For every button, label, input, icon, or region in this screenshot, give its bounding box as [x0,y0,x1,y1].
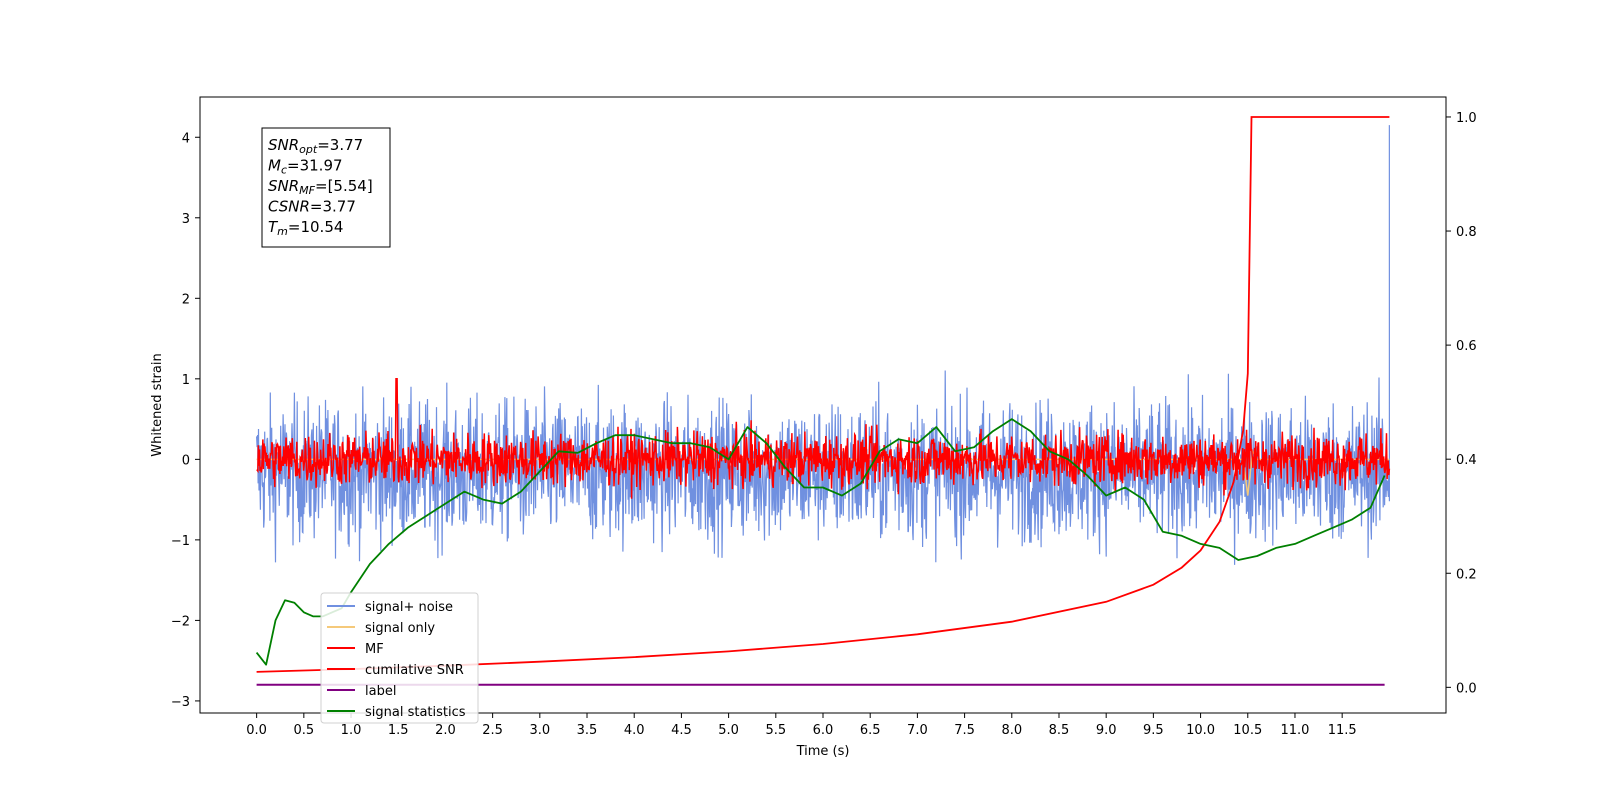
annotation-box: SNRopt=3.77Mc=31.97SNRMF=[5.54]CSNR=3.77… [261,127,391,248]
legend-label: signal only [365,621,435,636]
legend-label: MF [365,642,384,657]
x-tick-label: 9.5 [1143,723,1164,738]
y-tick-label: −2 [171,614,190,629]
x-tick-label: 1.5 [388,723,409,738]
y2-tick-label: 0.2 [1456,567,1477,582]
y-tick-label: −3 [171,695,190,710]
y2-tick-label: 1.0 [1456,111,1477,126]
y-tick-label: 3 [182,212,190,227]
x-tick-label: 2.0 [435,723,456,738]
x-tick-label: 11.0 [1280,723,1309,738]
x-tick-label: 0.5 [293,723,314,738]
y2-tick-label: 0.0 [1456,681,1477,696]
x-tick-label: 8.5 [1049,723,1070,738]
y-tick-label: 2 [182,292,190,307]
x-tick-label: 8.0 [1001,723,1022,738]
annotation-line: Mc=31.97 [268,157,343,177]
x-tick-label: 7.5 [954,723,975,738]
y-tick-label: 1 [182,373,190,388]
y-tick-label: −1 [171,534,190,549]
series-cumulative-snr [256,116,1390,673]
annotation-line: Tm=10.54 [268,218,343,238]
x-tick-label: 3.0 [529,723,550,738]
x-tick-label: 3.5 [577,723,598,738]
series-mf [256,378,1391,499]
x-tick-label: 10.0 [1186,723,1215,738]
annotation-line: SNRMF=[5.54] [268,177,373,197]
tick-layer: 0.0 0.5 1.0 1.5 2.0 2.5 3.0 3.5 4.0 4.5 5.0 5.5 6.0 6… [171,111,1477,738]
x-tick-label: 6.5 [860,723,881,738]
y2-tick-label: 0.8 [1456,225,1477,240]
legend: signal+ noise signal only MF cumilative SNR… [320,592,479,724]
x-tick-label: 0.0 [246,723,267,738]
x-tick-label: 11.5 [1328,723,1357,738]
x-tick-label: 4.0 [624,723,645,738]
x-tick-label: 5.5 [765,723,786,738]
legend-label: label [365,684,396,699]
series-layer [255,116,1391,686]
y2-tick-label: 0.6 [1456,339,1477,354]
annotation-line: SNRopt=3.77 [268,136,363,156]
x-tick-label: 1.0 [341,723,362,738]
y-tick-label: 4 [182,131,190,146]
y-axis-label: Whitened strain [150,353,165,456]
legend-label: signal+ noise [365,600,453,615]
y-tick-label: 0 [182,453,190,468]
series-signal-statistics [255,418,1386,666]
x-tick-label: 5.0 [718,723,739,738]
x-axis-label: Time (s) [796,744,850,759]
legend-label: signal statistics [365,705,466,720]
series-signal-noise [256,125,1390,565]
plot-frame [199,96,1447,714]
legend-label: cumilative SNR [365,663,464,678]
x-tick-label: 6.0 [813,723,834,738]
x-tick-label: 4.5 [671,723,692,738]
x-tick-label: 2.5 [482,723,503,738]
x-tick-label: 7.0 [907,723,928,738]
x-tick-label: 9.0 [1096,723,1117,738]
x-tick-label: 10.5 [1233,723,1262,738]
annotation-line: CSNR=3.77 [268,198,356,216]
y2-tick-label: 0.4 [1456,453,1477,468]
